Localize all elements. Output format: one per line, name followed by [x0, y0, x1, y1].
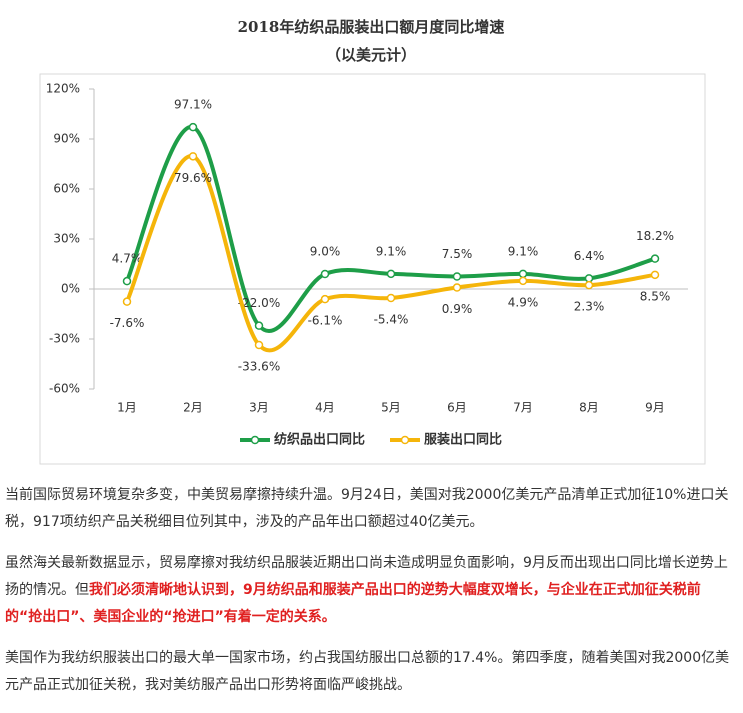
point: [188, 122, 198, 132]
paragraph: 当前国际贸易环境复杂多变，中美贸易摩擦持续升温。9月24日，美国对我2000亿美…: [5, 482, 735, 536]
paragraph-text: 虽然海关最新数据显示，贸易摩擦对我纺织品服装近期出口尚未造成明显负面影响，9月反…: [5, 555, 728, 598]
chart-title: 2018年纺织品服装出口额月度同比增速: [238, 18, 505, 36]
data-label: 2.3%: [574, 300, 605, 314]
data-label: 9.1%: [376, 244, 407, 258]
data-label: 9.1%: [508, 244, 539, 258]
x-tick-label: 7月: [513, 401, 533, 415]
paragraph-text: 美国作为我纺织服装出口的最大单一国家市场，约占我国纺服出口总额的17.4%。第四…: [5, 650, 730, 693]
y-tick-label: -30%: [49, 332, 80, 346]
paragraph: 虽然海关最新数据显示，贸易摩擦对我纺织品服装近期出口尚未造成明显负面影响，9月反…: [5, 550, 735, 631]
data-label: -22.0%: [238, 296, 280, 310]
chart: 2018年纺织品服装出口额月度同比增速 （以美元计） -60% -30% 0% 30%…: [39, 18, 706, 465]
data-label: 4.9%: [508, 295, 539, 309]
point: [386, 293, 396, 303]
legend-marker: [400, 435, 410, 445]
data-label: 7.5%: [442, 247, 473, 261]
x-tick-label: 5月: [381, 401, 401, 415]
data-label: 9.0%: [310, 245, 341, 259]
data-label: 0.9%: [442, 302, 473, 316]
point: [320, 294, 330, 304]
x-tick-label: 1月: [117, 401, 137, 415]
x-tick-label: 6月: [447, 401, 467, 415]
data-label: 79.6%: [174, 171, 212, 185]
point: [650, 254, 660, 263]
data-label: 18.2%: [636, 229, 674, 243]
legend-label: 服装出口同比: [424, 432, 502, 448]
data-label: -7.6%: [110, 316, 145, 330]
data-label: 97.1%: [174, 98, 212, 112]
point: [518, 276, 528, 286]
point: [254, 321, 264, 330]
x-tick-label: 3月: [249, 401, 269, 415]
x-tick-label: 8月: [579, 401, 599, 415]
y-tick-label: 120%: [46, 82, 80, 96]
point: [122, 276, 132, 286]
data-label: 4.7%: [112, 252, 143, 266]
point: [254, 340, 264, 350]
chart-subtitle: （以美元计）: [326, 46, 416, 64]
x-tick-label: 9月: [645, 401, 665, 415]
article: 当前国际贸易环境复杂多变，中美贸易摩擦持续升温。9月24日，美国对我2000亿美…: [5, 482, 735, 713]
point: [518, 269, 528, 279]
point: [452, 272, 462, 281]
x-tick-label: 4月: [315, 401, 335, 415]
point: [452, 283, 462, 292]
legend-marker: [250, 435, 260, 445]
paragraph: 美国作为我纺织服装出口的最大单一国家市场，约占我国纺服出口总额的17.4%。第四…: [5, 645, 735, 699]
paragraph-text: 当前国际贸易环境复杂多变，中美贸易摩擦持续升温。9月24日，美国对我2000亿美…: [5, 487, 729, 530]
point: [584, 280, 594, 290]
point: [122, 297, 132, 306]
data-label: -6.1%: [308, 314, 343, 328]
y-tick-label: 60%: [53, 182, 80, 196]
data-label: 8.5%: [640, 289, 671, 303]
y-tick-label: 90%: [53, 132, 80, 146]
point: [650, 270, 660, 280]
point: [584, 274, 594, 283]
y-tick-label: -60%: [49, 382, 80, 396]
data-label: 6.4%: [574, 249, 605, 263]
data-label: -5.4%: [374, 313, 409, 327]
y-tick-label: 30%: [53, 232, 80, 246]
point: [386, 269, 396, 279]
legend-label: 纺织品出口同比: [274, 432, 365, 448]
paragraph-text: 我们必须清晰地认识到，9月纺织品和服装产品出口的逆势大幅度双增长，与企业在正式加…: [5, 582, 701, 625]
point: [320, 269, 330, 279]
y-tick-label: 0%: [61, 282, 80, 296]
point: [188, 152, 198, 161]
data-label: -33.6%: [238, 360, 280, 374]
chart-frame: [39, 73, 706, 465]
x-tick-label: 2月: [183, 401, 203, 415]
